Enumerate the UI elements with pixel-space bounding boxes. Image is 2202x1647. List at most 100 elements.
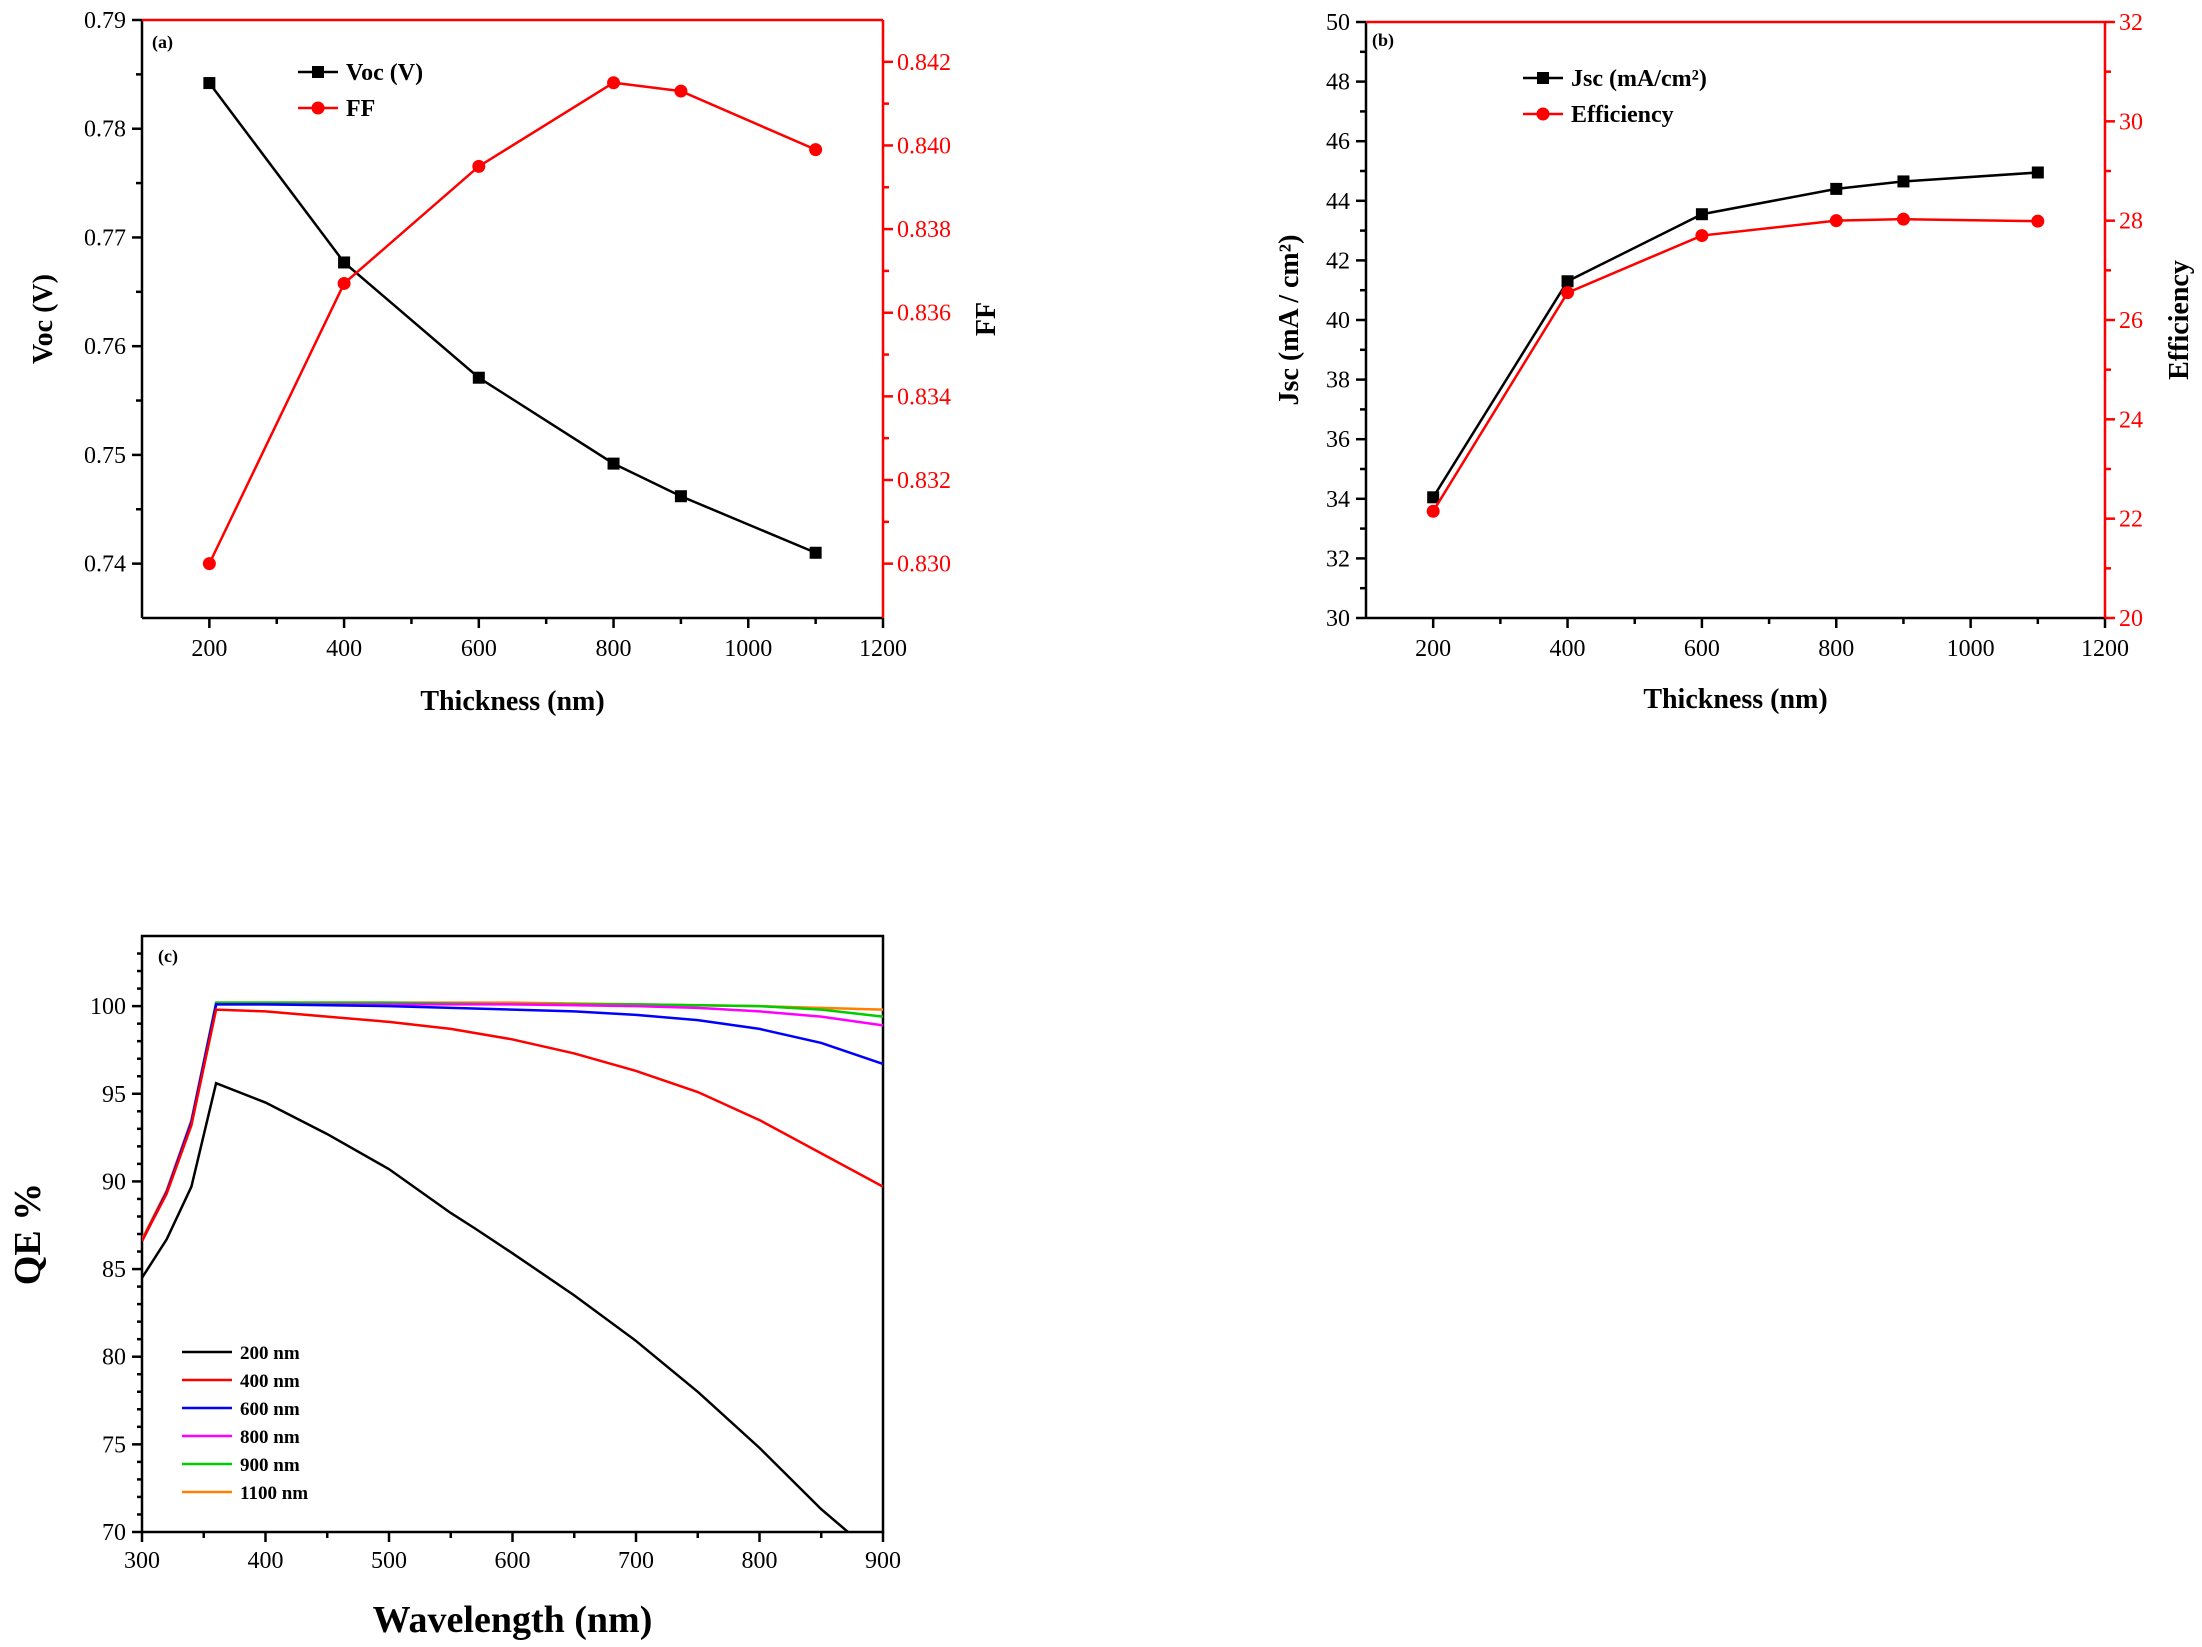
- y2-tick-label: 0.836: [897, 301, 951, 327]
- data-point: [472, 371, 485, 384]
- y-tick-label: 80: [102, 1345, 126, 1371]
- y2-tick-label: 0.834: [897, 384, 951, 410]
- data-point: [1897, 175, 1910, 188]
- x-axis-title: Thickness (nm): [1643, 684, 1827, 715]
- series-line-2: [208, 81, 817, 565]
- y2-tick-label: 20: [2119, 606, 2143, 632]
- y-axis-title: Voc (V): [28, 274, 59, 364]
- y2-tick-label: 0.830: [897, 552, 951, 578]
- legend-label: Jsc (mA/cm²): [1571, 66, 1707, 92]
- x-tick-label: 600: [461, 636, 497, 662]
- legend-marker: [311, 101, 325, 115]
- panel-label: (a): [152, 32, 173, 53]
- data-point: [1896, 212, 1910, 226]
- y-tick-label: 90: [102, 1169, 126, 1195]
- y-tick-label: 44: [1326, 189, 1350, 215]
- panel-label: (b): [1372, 30, 1394, 51]
- qe-series-line-2: [142, 1008, 883, 1242]
- y-tick-label: 100: [90, 994, 126, 1020]
- y-tick-label: 0.78: [84, 117, 126, 143]
- y-tick-label: 36: [1326, 427, 1350, 453]
- series-line-1: [1432, 171, 2038, 498]
- data-point: [1695, 208, 1708, 221]
- x-tick-label: 700: [618, 1548, 654, 1574]
- y-tick-label: 70: [102, 1520, 126, 1546]
- data-point: [2031, 214, 2045, 228]
- y-tick-label: 85: [102, 1257, 126, 1283]
- panel-label: (c): [158, 946, 178, 967]
- y2-tick-label: 24: [2119, 407, 2143, 433]
- legend-marker: [1537, 72, 1549, 84]
- y-tick-label: 0.79: [84, 8, 126, 34]
- data-point: [607, 457, 620, 470]
- legend-label: 1100 nm: [240, 1483, 308, 1504]
- x-axis-title: Wavelength (nm): [373, 1599, 653, 1641]
- y-tick-label: 0.74: [84, 552, 126, 578]
- data-point: [1830, 182, 1843, 195]
- legend-label: 400 nm: [240, 1371, 300, 1392]
- data-point: [809, 143, 823, 157]
- legend-label: FF: [346, 96, 375, 122]
- y-tick-label: 0.76: [84, 334, 126, 360]
- y2-tick-label: 0.840: [897, 133, 951, 159]
- data-point: [338, 256, 351, 269]
- y2-axis-title: FF: [971, 302, 1002, 336]
- data-point: [607, 76, 621, 90]
- y2-tick-label: 0.842: [897, 50, 951, 76]
- y-tick-label: 0.77: [84, 225, 126, 251]
- data-point: [674, 490, 687, 503]
- data-point: [1829, 214, 1843, 228]
- x-tick-label: 800: [742, 1548, 778, 1574]
- data-point: [1427, 491, 1440, 504]
- y-tick-label: 42: [1326, 248, 1350, 274]
- data-point: [674, 84, 688, 98]
- y-tick-label: 46: [1326, 129, 1350, 155]
- y2-tick-label: 26: [2119, 308, 2143, 334]
- x-tick-label: 1200: [859, 636, 907, 662]
- data-point: [203, 77, 216, 90]
- data-point: [1561, 286, 1575, 300]
- y2-tick-label: 28: [2119, 209, 2143, 235]
- legend-marker: [1536, 107, 1550, 121]
- x-tick-label: 800: [1818, 636, 1854, 662]
- qe-series-line-1: [142, 1081, 850, 1532]
- y-tick-label: 32: [1326, 546, 1350, 572]
- chart-b: 200 400 600 800 1000 1200 30 32 34 36 38 40 42 44 46 48…: [1274, 10, 2195, 715]
- x-tick-label: 400: [248, 1548, 284, 1574]
- y-tick-label: 50: [1326, 10, 1350, 36]
- y-tick-label: 48: [1326, 70, 1350, 96]
- y2-tick-label: 30: [2119, 109, 2143, 135]
- data-point: [472, 159, 486, 173]
- x-tick-label: 600: [1684, 636, 1720, 662]
- data-point: [1695, 229, 1709, 243]
- y2-axis-title: Efficiency: [2164, 260, 2195, 380]
- x-tick-label: 400: [1550, 636, 1586, 662]
- y2-tick-label: 0.832: [897, 468, 951, 494]
- x-tick-label: 200: [191, 636, 227, 662]
- data-point: [809, 546, 822, 559]
- y-tick-label: 38: [1326, 368, 1350, 394]
- legend-label: Efficiency: [1571, 102, 1674, 128]
- x-tick-label: 200: [1415, 636, 1451, 662]
- y-tick-label: 40: [1326, 308, 1350, 334]
- legend-label: 800 nm: [240, 1427, 300, 1448]
- legend-marker: [312, 66, 324, 78]
- x-tick-label: 300: [124, 1548, 160, 1574]
- x-tick-label: 800: [596, 636, 632, 662]
- legend-label: 900 nm: [240, 1455, 300, 1476]
- x-axis-title: Thickness (nm): [420, 686, 604, 717]
- series-line-1: [208, 82, 817, 554]
- x-tick-label: 400: [326, 636, 362, 662]
- y2-tick-label: 22: [2119, 507, 2143, 533]
- data-point: [202, 557, 216, 571]
- data-point: [337, 276, 351, 290]
- data-point: [1561, 275, 1574, 288]
- data-point: [2031, 166, 2044, 179]
- x-tick-label: 1000: [1947, 636, 1995, 662]
- x-tick-label: 1000: [724, 636, 772, 662]
- x-tick-label: 600: [495, 1548, 531, 1574]
- legend-label: Voc (V): [346, 60, 423, 86]
- y-tick-label: 34: [1326, 487, 1350, 513]
- y-tick-label: 75: [102, 1432, 126, 1458]
